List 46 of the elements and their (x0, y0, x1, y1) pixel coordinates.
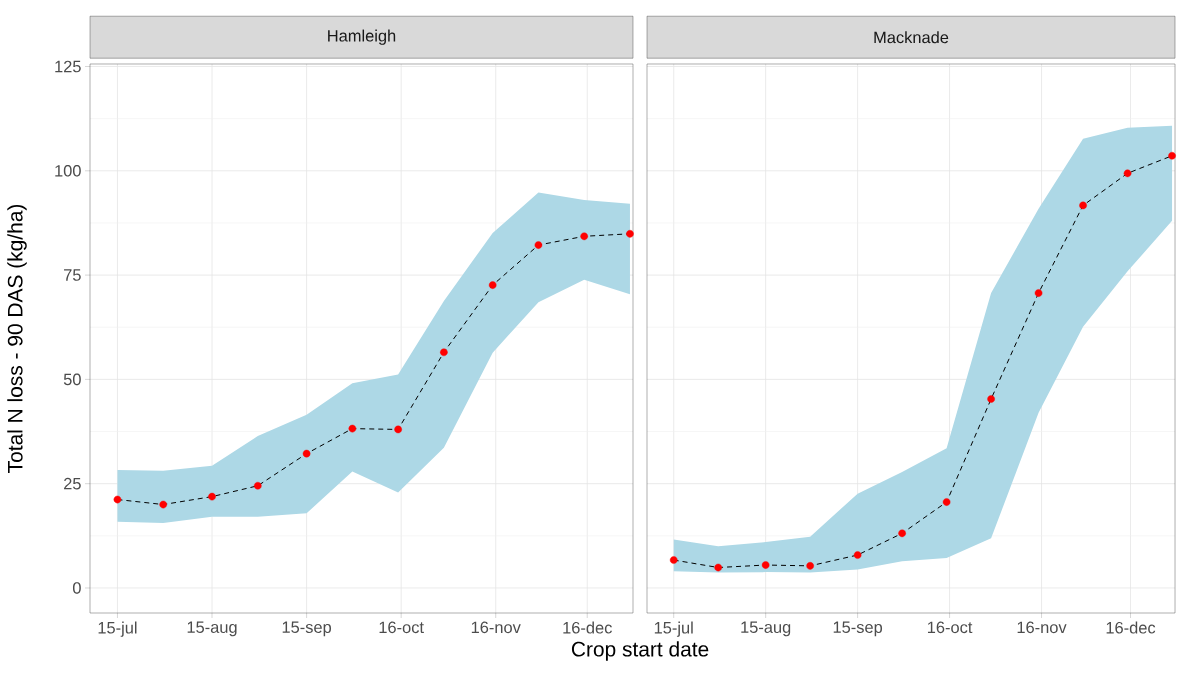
point (253, 481, 262, 490)
x-tick-label: 16-dec (563, 621, 612, 634)
point (488, 281, 497, 289)
point (853, 551, 862, 559)
x-tick-label: 15-aug (187, 621, 237, 637)
point (987, 395, 995, 403)
x-tick-label: 16-oct (927, 621, 973, 634)
point (942, 498, 951, 506)
point (1168, 151, 1176, 160)
point (580, 232, 588, 241)
point (761, 561, 770, 569)
y-tick-label: 25 (64, 477, 81, 490)
y-tick-label: 75 (64, 269, 81, 281)
point (714, 563, 722, 572)
x-tick-label: 16-dec (1106, 621, 1156, 634)
x-tick-label: 15-sep (282, 621, 332, 637)
point (159, 500, 168, 509)
point (113, 495, 122, 504)
point (440, 348, 448, 357)
x-tick-label: 15-jul (654, 621, 693, 637)
point (1123, 169, 1132, 178)
point (394, 425, 402, 434)
x-axis-title: Crop start date (571, 641, 709, 661)
x-tick-label: 16-nov (471, 621, 521, 634)
x-tick-label: 16-nov (1017, 621, 1067, 634)
point (898, 529, 906, 538)
point (1034, 289, 1043, 297)
x-tick-label: 15-aug (741, 621, 791, 637)
point (1079, 201, 1087, 210)
y-tick-label: 50 (63, 373, 81, 386)
y-tick-label: 0 (72, 582, 81, 594)
chart-title: Hamleigh (328, 29, 396, 45)
y-axis-title: Total N loss - 90 DAS (kg/ha) (7, 204, 27, 473)
point (806, 562, 814, 570)
point (626, 229, 634, 238)
y-tick-label: 125 (55, 60, 81, 73)
point (208, 492, 216, 501)
y-tick-label: 100 (55, 164, 81, 177)
x-tick-label: 16-oct (379, 621, 424, 634)
point (302, 449, 311, 458)
chart-title: Macknade (874, 31, 949, 44)
point (348, 424, 357, 433)
point (669, 556, 678, 564)
x-tick-label: 15-jul (98, 621, 137, 637)
x-tick-label: 15-sep (833, 621, 883, 637)
point (534, 241, 543, 249)
